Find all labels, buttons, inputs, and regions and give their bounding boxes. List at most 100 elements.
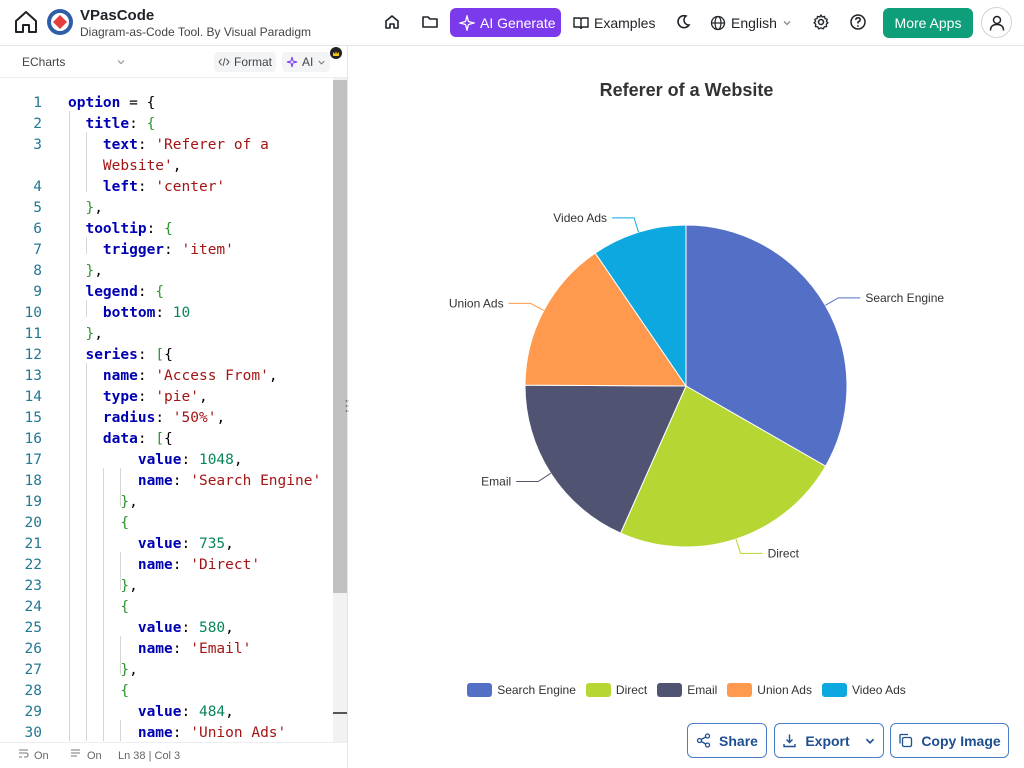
line-number: 30: [24, 725, 42, 741]
diagram-language-label: ECharts: [22, 55, 66, 69]
app-name: VPasCode: [80, 7, 155, 24]
word-wrap-icon: [18, 748, 29, 762]
editor-scrollbar[interactable]: [333, 78, 347, 742]
format-button[interactable]: Format: [214, 52, 277, 72]
code-icon: [218, 57, 230, 67]
help-icon[interactable]: [849, 13, 867, 31]
pie-label: Direct: [768, 546, 800, 560]
line-number: 29: [24, 704, 42, 720]
examples-button[interactable]: Examples: [573, 8, 655, 37]
pie-label-line: [612, 217, 639, 233]
language-label: English: [731, 14, 777, 31]
pie-label: Union Ads: [449, 296, 504, 310]
legend-item[interactable]: Union Ads: [727, 683, 812, 697]
legend-swatch: [657, 683, 683, 697]
indent-guide: [120, 720, 121, 741]
editor-status-bar: On On Ln 38 | Col 3: [0, 742, 347, 768]
chevron-down-icon: [117, 60, 125, 65]
line-number: 8: [33, 263, 42, 279]
cursor-position: Ln 38 | Col 3: [118, 750, 181, 762]
indent-guide: [120, 468, 121, 506]
copy-image-button[interactable]: Copy Image: [890, 723, 1009, 758]
copy-image-label: Copy Image: [921, 732, 1001, 749]
code-text: },: [85, 200, 103, 216]
legend-item[interactable]: Search Engine: [467, 683, 576, 697]
code-text: },: [120, 662, 138, 678]
home-icon[interactable]: [12, 8, 40, 36]
line-number: 19: [24, 494, 42, 510]
examples-label: Examples: [594, 14, 656, 31]
legend-label: Search Engine: [497, 683, 576, 697]
code-text: bottom: 10: [102, 305, 191, 321]
pie-slice-union-ads[interactable]: [524, 252, 687, 387]
line-number: 9: [33, 284, 42, 300]
export-label: Export: [805, 732, 850, 749]
globe-icon: [710, 15, 726, 30]
code-text: },: [85, 326, 103, 342]
ai-generate-button[interactable]: AI Generate: [450, 8, 561, 37]
editor-scroll-thumb[interactable]: [333, 80, 347, 593]
pie-label-line: [735, 538, 763, 554]
code-text: },: [120, 578, 138, 594]
format-on-type-status[interactable]: On: [87, 750, 102, 762]
folder-icon[interactable]: [421, 13, 439, 31]
code-text: text: 'Referer of a: [102, 137, 269, 153]
home-nav-icon[interactable]: [383, 13, 401, 31]
indent-guide: [103, 468, 104, 741]
line-number: 12: [24, 347, 42, 363]
code-text: value: 484,: [137, 704, 234, 720]
editor-toolbar: ECharts Format AI: [0, 46, 347, 78]
format-on-type-icon: [70, 748, 81, 762]
legend-swatch: [821, 683, 847, 697]
dark-mode-icon[interactable]: [674, 13, 692, 31]
pie-label-line: [516, 472, 552, 482]
code-editor[interactable]: 1 option = {2 title: {3 text: 'Referer of…: [0, 95, 333, 741]
indent-guide: [120, 636, 121, 674]
ai-assist-button[interactable]: AI: [282, 52, 331, 72]
legend-item[interactable]: Direct: [585, 683, 647, 697]
share-button[interactable]: Share: [687, 723, 767, 758]
code-text: name: 'Access From',: [102, 368, 278, 384]
avatar[interactable]: [981, 7, 1012, 38]
line-number: 5: [33, 200, 42, 216]
legend-item[interactable]: Video Ads: [821, 683, 906, 697]
code-editor-pane: ECharts Format AI: [0, 46, 348, 768]
code-text: name: 'Union Ads': [137, 725, 287, 741]
line-number: 17: [24, 452, 42, 468]
code-text: title: {: [85, 116, 156, 132]
code-text: series: [{: [85, 347, 173, 363]
ai-generate-label: AI Generate: [480, 14, 556, 31]
language-selector[interactable]: English: [710, 8, 792, 37]
indent-guide: [69, 111, 70, 741]
code-text: left: 'center': [102, 179, 226, 195]
code-text: },: [85, 263, 103, 279]
pie-slice-direct[interactable]: [619, 385, 827, 548]
word-wrap-status[interactable]: On: [34, 750, 49, 762]
code-text: {: [120, 599, 130, 615]
format-label: Format: [234, 55, 273, 69]
diagram-language-select[interactable]: ECharts: [22, 55, 126, 69]
code-text: option = {: [68, 95, 156, 111]
gear-icon[interactable]: [812, 13, 830, 31]
chart-legend: Search Engine Direct Email Union Ads Video A…: [349, 683, 1024, 697]
legend-swatch: [467, 683, 493, 697]
chevron-down-icon: [783, 20, 791, 25]
legend-label: Email: [687, 683, 718, 697]
more-apps-button[interactable]: More Apps: [883, 8, 973, 38]
copy-icon: [899, 733, 913, 748]
export-button[interactable]: Export: [774, 723, 884, 758]
legend-item[interactable]: Email: [657, 683, 717, 697]
sparkle-icon: [286, 56, 298, 68]
line-number: 25: [24, 620, 42, 636]
line-number: 26: [24, 641, 42, 657]
line-number: 24: [24, 599, 42, 615]
code-text: value: 735,: [137, 536, 234, 552]
line-number: 6: [33, 221, 42, 237]
code-text: type: 'pie',: [102, 389, 208, 405]
code-text: name: 'Direct': [137, 557, 261, 573]
indent-guide: [86, 300, 87, 317]
code-text: value: 1048,: [137, 452, 243, 468]
user-icon: [989, 15, 1004, 31]
pie-chart: Search Engine Direct Email Union Ads Video A…: [449, 211, 944, 560]
app-subtitle: Diagram-as-Code Tool. By Visual Paradigm: [80, 25, 311, 39]
